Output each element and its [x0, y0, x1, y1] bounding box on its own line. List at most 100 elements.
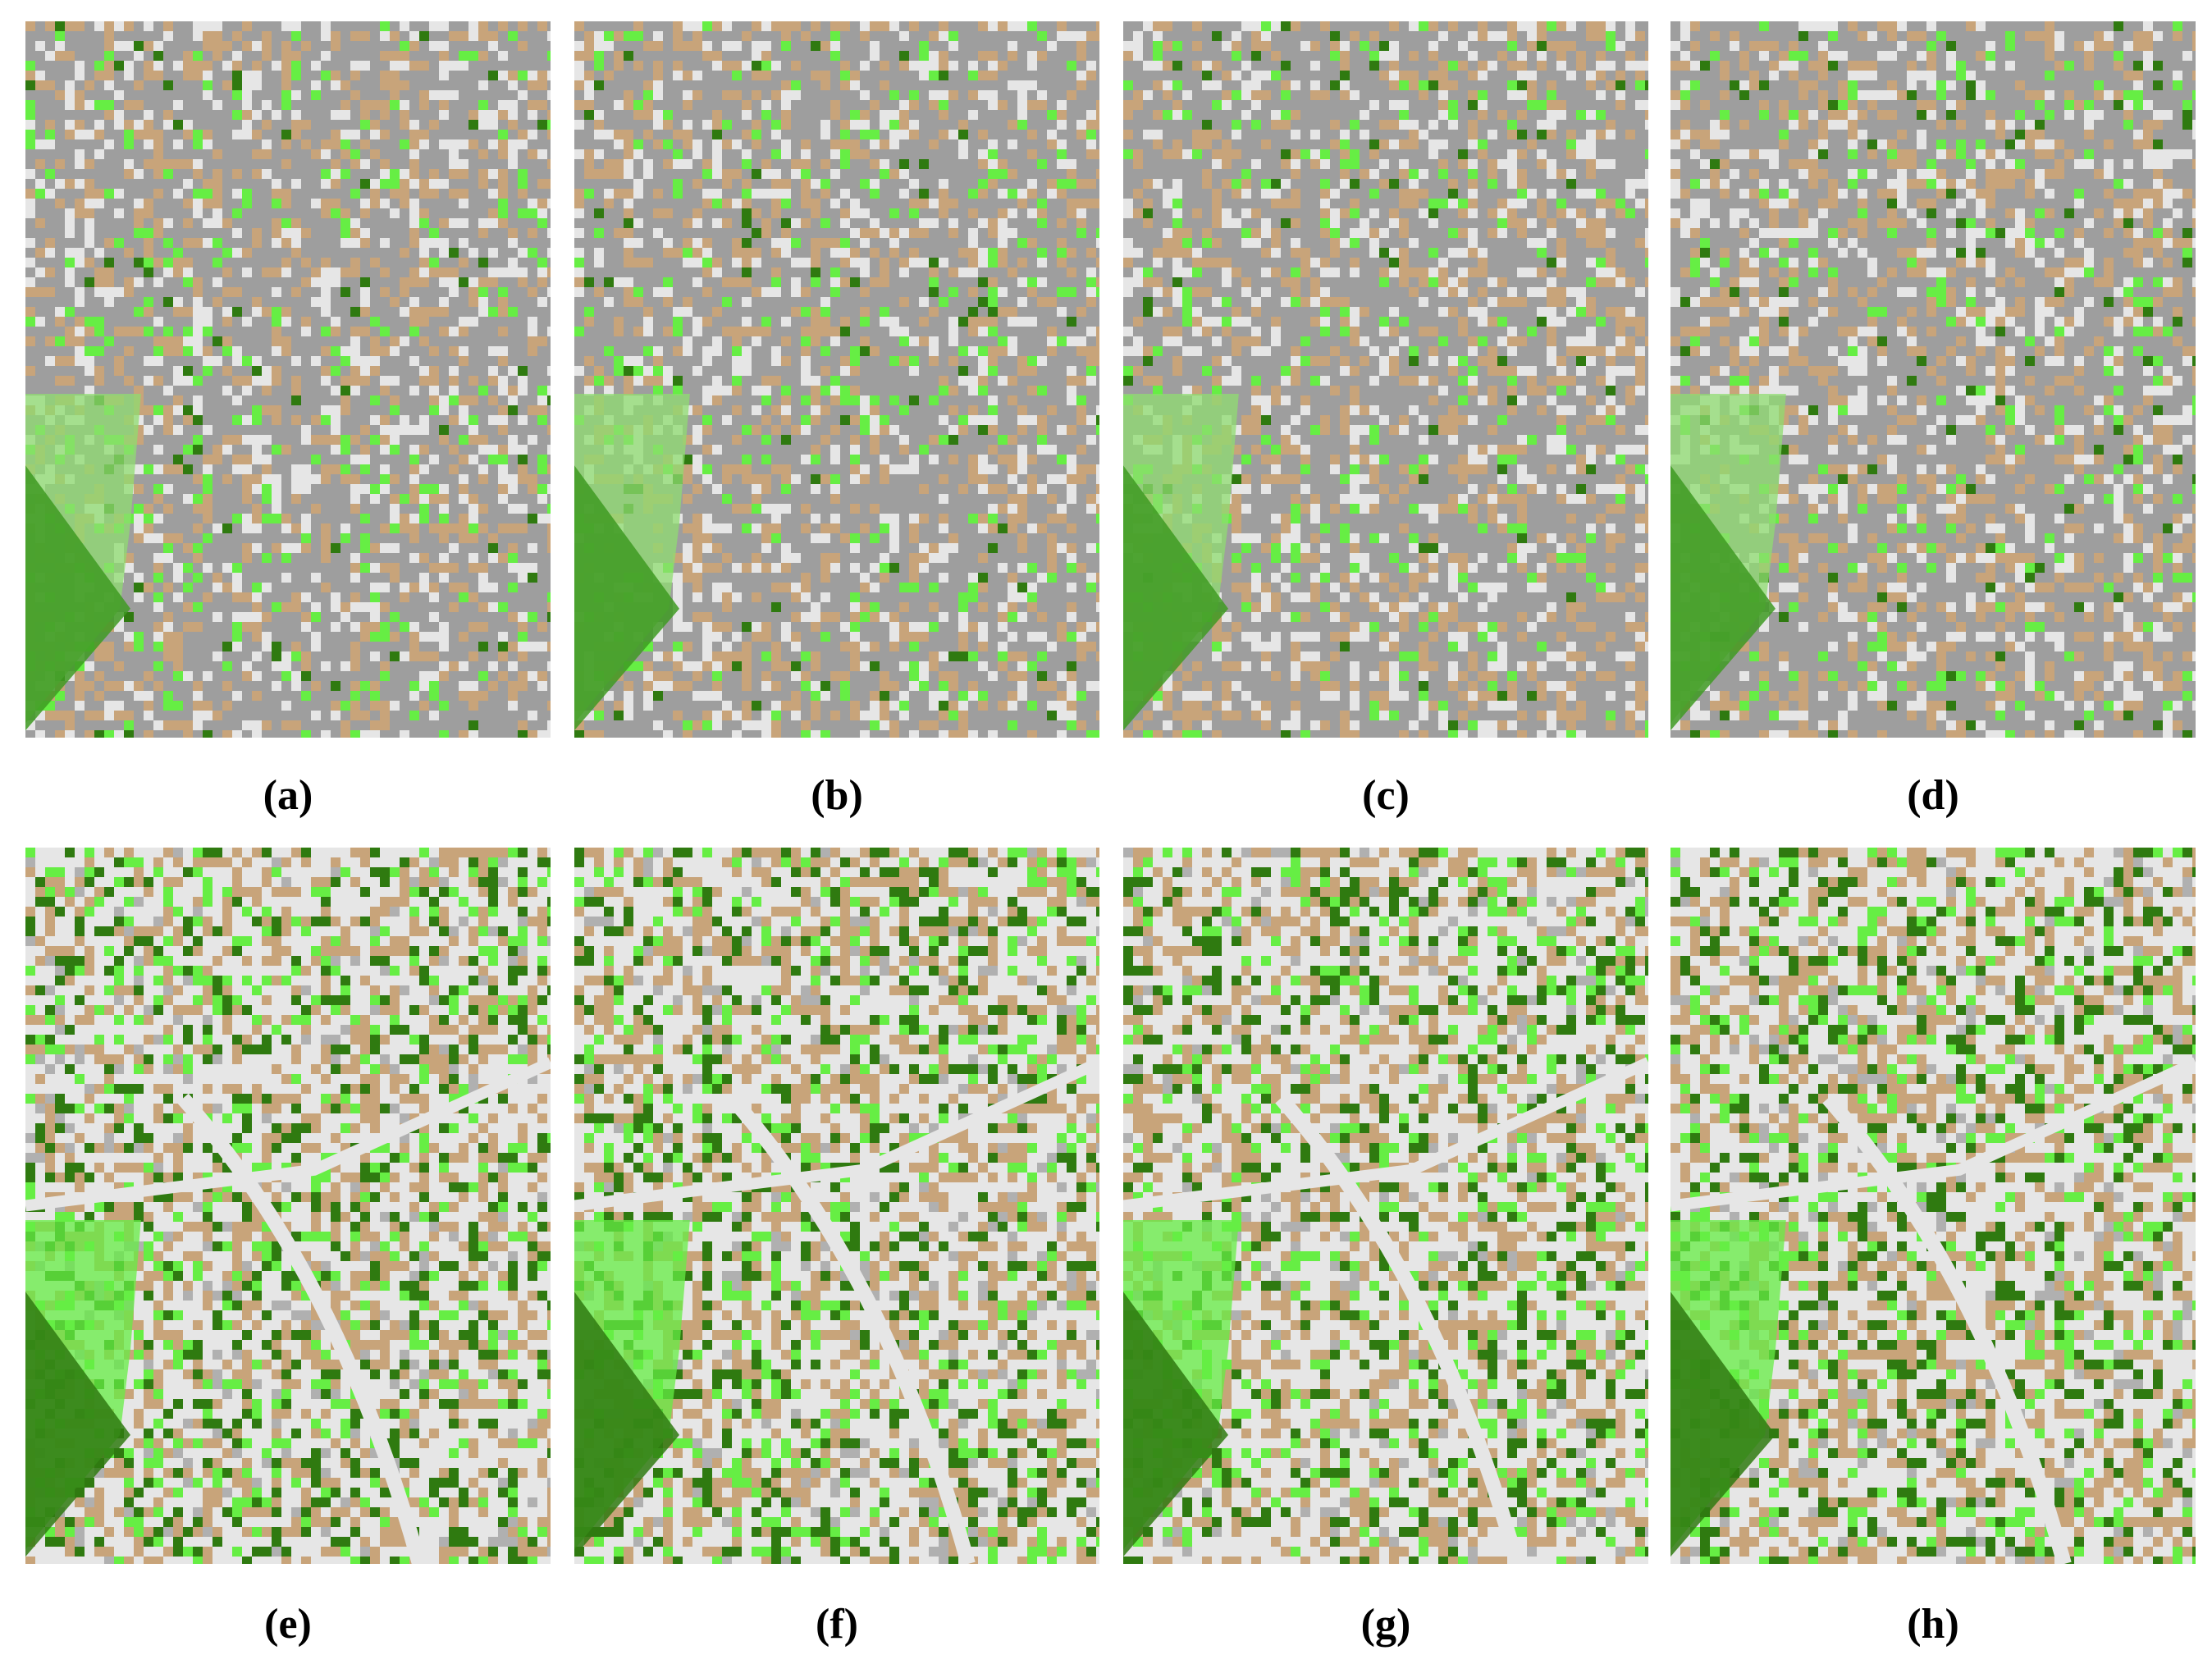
map-pixel — [291, 61, 301, 71]
map-pixel — [400, 514, 409, 523]
map-pixel — [35, 366, 45, 376]
map-pixel — [301, 287, 311, 297]
map-pixel — [390, 100, 400, 110]
map-pixel — [124, 208, 134, 218]
map-pixel — [281, 208, 291, 218]
map-pixel — [134, 701, 144, 711]
map-pixel — [163, 159, 173, 169]
map-pixel — [449, 386, 459, 395]
map-pixel — [919, 51, 929, 61]
map-pixel — [1057, 51, 1067, 61]
map-pixel — [65, 189, 75, 199]
map-pixel — [702, 149, 712, 159]
map-pixel — [998, 130, 1008, 139]
map-pixel — [919, 61, 929, 71]
map-pixel — [498, 523, 508, 533]
map-pixel — [370, 514, 380, 523]
map-pixel — [468, 100, 478, 110]
map-pixel — [850, 189, 860, 199]
map-pixel — [1086, 41, 1096, 51]
map-pixel — [114, 199, 124, 208]
map-pixel — [791, 159, 801, 169]
map-pixel — [958, 110, 968, 120]
map-pixel — [340, 238, 350, 248]
map-pixel — [370, 711, 380, 720]
map-pixel — [459, 218, 468, 228]
map-pixel — [1067, 31, 1076, 41]
map-pixel — [547, 691, 551, 701]
map-pixel — [820, 51, 830, 61]
map-pixel — [439, 602, 449, 612]
map-pixel — [400, 592, 409, 602]
map-pixel — [518, 386, 528, 395]
map-pixel — [801, 120, 811, 130]
map-pixel — [252, 189, 262, 199]
map-pixel — [488, 661, 498, 671]
map-pixel — [85, 386, 94, 395]
map-pixel — [85, 71, 94, 80]
map-pixel — [232, 701, 242, 711]
map-pixel — [380, 218, 390, 228]
map-pixel — [144, 277, 153, 287]
map-pixel — [340, 51, 350, 61]
map-pixel — [232, 592, 242, 602]
map-pixel — [419, 730, 429, 738]
map-pixel — [429, 366, 439, 376]
map-pixel — [968, 80, 978, 90]
map-pixel — [232, 632, 242, 642]
map-pixel — [94, 21, 104, 31]
map-pixel — [594, 179, 604, 189]
map-pixel — [213, 258, 222, 267]
map-pixel — [65, 248, 75, 258]
map-pixel — [547, 120, 551, 130]
map-pixel — [272, 169, 281, 179]
map-pixel — [968, 169, 978, 179]
map-pixel — [25, 169, 35, 179]
map-pixel — [614, 80, 624, 90]
map-pixel — [183, 287, 193, 297]
map-pixel — [468, 277, 478, 287]
map-pixel — [232, 169, 242, 179]
map-pixel — [409, 523, 419, 533]
map-pixel — [331, 730, 340, 738]
map-pixel — [390, 21, 400, 31]
map-pixel — [653, 159, 663, 169]
map-pixel — [1086, 21, 1096, 31]
map-pixel — [478, 130, 488, 139]
map-pixel — [1017, 139, 1027, 149]
map-pixel — [459, 31, 468, 41]
map-pixel — [340, 169, 350, 179]
map-pixel — [528, 267, 537, 277]
map-pixel — [291, 366, 301, 376]
map-pixel — [624, 41, 633, 51]
map-pixel — [331, 523, 340, 533]
map-pixel — [252, 474, 262, 484]
map-pixel — [163, 297, 173, 307]
map-pixel — [840, 110, 850, 120]
map-pixel — [429, 199, 439, 208]
map-pixel — [340, 179, 350, 189]
map-pixel — [429, 90, 439, 100]
map-pixel — [104, 31, 114, 41]
map-pixel — [183, 474, 193, 484]
map-pixel — [262, 425, 272, 435]
map-pixel — [45, 41, 55, 51]
map-pixel — [193, 346, 203, 356]
map-pixel — [222, 199, 232, 208]
map-pixel — [1017, 199, 1027, 208]
map-pixel — [45, 169, 55, 179]
map-pixel — [889, 31, 899, 41]
map-pixel — [85, 199, 94, 208]
map-pixel — [291, 346, 301, 356]
map-pixel — [518, 267, 528, 277]
map-pixel — [144, 395, 153, 405]
map-pixel — [75, 41, 85, 51]
map-pixel — [390, 474, 400, 484]
map-pixel — [144, 208, 153, 218]
map-pixel — [439, 21, 449, 31]
map-pixel — [419, 179, 429, 189]
map-pixel — [25, 61, 35, 71]
map-pixel — [498, 346, 508, 356]
map-pixel — [291, 297, 301, 307]
map-pixel — [301, 711, 311, 720]
